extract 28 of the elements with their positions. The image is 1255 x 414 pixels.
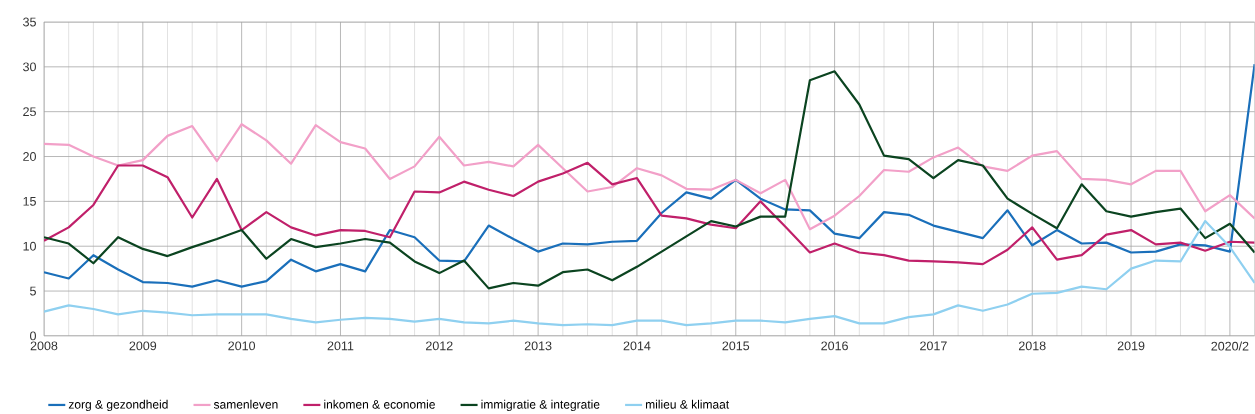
y-tick-label: 15 bbox=[23, 197, 36, 206]
x-tick-label: 2020/2 bbox=[1211, 341, 1249, 351]
x-tick-label: 2015 bbox=[722, 341, 750, 351]
x-tick-label: 2009 bbox=[129, 341, 157, 351]
line-series bbox=[43, 123, 1255, 231]
x-tick-label: 2011 bbox=[327, 341, 354, 351]
legend-label: milieu & klimaat bbox=[645, 399, 730, 409]
x-tick-label: 2012 bbox=[426, 341, 453, 351]
y-tick-label: 5 bbox=[30, 286, 36, 296]
y-tick-label: 25 bbox=[23, 107, 36, 117]
x-tick-label: 2013 bbox=[524, 341, 552, 351]
x-tick-label: 2019 bbox=[1117, 341, 1145, 351]
x-tick-label: 2010 bbox=[228, 341, 256, 351]
x-tick-label: 2016 bbox=[821, 341, 848, 351]
x-tick-label: 2018 bbox=[1018, 341, 1046, 351]
y-tick-label: 0 bbox=[30, 331, 36, 341]
x-tick-label: 2017 bbox=[920, 341, 947, 351]
y-tick-label: 20 bbox=[23, 152, 36, 161]
legend-label: samenleven bbox=[213, 399, 278, 409]
line-series bbox=[43, 161, 1255, 266]
y-tick-label: 35 bbox=[23, 17, 36, 27]
legend-label: immigratie & integratie bbox=[481, 399, 600, 412]
x-tick-label: 2008 bbox=[30, 341, 58, 351]
x-tick-label: 2014 bbox=[623, 341, 651, 351]
y-tick-label: 10 bbox=[23, 241, 36, 251]
y-tick-label: 30 bbox=[23, 62, 36, 72]
legend-label: zorg & gezondheid bbox=[68, 399, 168, 412]
legend-label: inkomen & economie bbox=[324, 399, 435, 409]
